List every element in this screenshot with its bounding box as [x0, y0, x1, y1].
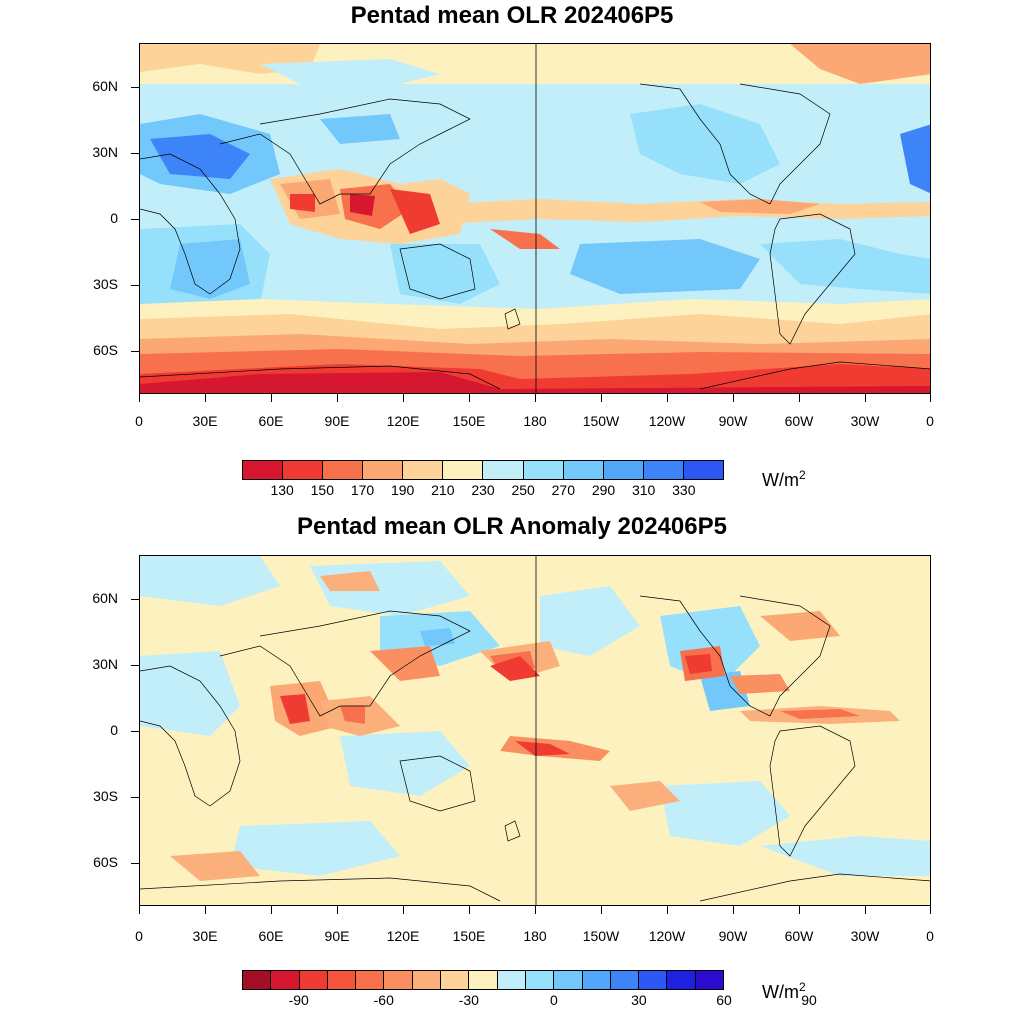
anomaly-field: [140, 556, 930, 905]
olr-unit: W/m2: [762, 468, 806, 490]
colorbar-swatch: [610, 971, 640, 989]
colorbar-swatch: [243, 461, 284, 479]
x-tick-label: 120E: [386, 413, 420, 429]
x-tick-label: 150E: [452, 413, 486, 429]
colorbar-swatch: [323, 461, 364, 479]
colorbar-swatch: [603, 461, 644, 479]
anomaly-map-title: Pentad mean OLR Anomaly 202406P5: [297, 513, 727, 540]
x-tick-label: 90W: [718, 413, 748, 429]
y-tick-label: 30N: [92, 144, 118, 160]
colorbar-tick-label: 330: [672, 482, 696, 498]
colorbar-swatch: [643, 461, 684, 479]
x-tick-label: 0: [135, 413, 143, 429]
colorbar-tick-label: 230: [471, 482, 495, 498]
colorbar-swatch: [283, 461, 324, 479]
x-tick-label: 0: [135, 928, 143, 944]
colorbar-tick-label: 90: [801, 992, 817, 1008]
colorbar-tick-label: 130: [270, 482, 294, 498]
colorbar-tick-label: 290: [591, 482, 616, 498]
colorbar-tick-label: 210: [431, 482, 455, 498]
y-tick-label: 30S: [93, 276, 118, 292]
colorbar-tick-label: -90: [288, 992, 309, 1008]
x-tick-label: 60E: [258, 928, 284, 944]
y-tick-label: 30S: [93, 788, 118, 804]
y-tick-label: 60S: [93, 854, 118, 870]
colorbar-swatch: [243, 971, 272, 989]
x-tick-label: 150E: [452, 928, 486, 944]
colorbar-swatch: [582, 971, 611, 989]
olr-map: [139, 43, 931, 394]
x-tick-label: 0: [926, 413, 934, 429]
x-tick-label: 30E: [192, 413, 218, 429]
x-tick-label: 120E: [386, 928, 420, 944]
x-tick-label: 150W: [582, 413, 620, 429]
x-tick-label: 30W: [850, 928, 880, 944]
anomaly-map: [139, 555, 931, 906]
anomaly-colorbar: [242, 970, 724, 990]
x-tick-label: 120W: [648, 413, 686, 429]
x-tick-label: 30E: [192, 928, 218, 944]
colorbar-swatch: [441, 971, 470, 989]
x-tick-label: 150W: [582, 928, 620, 944]
colorbar-tick-label: 170: [350, 482, 375, 498]
olr-map-title: Pentad mean OLR 202406P5: [350, 2, 674, 29]
colorbar-tick-label: 150: [310, 482, 334, 498]
x-tick-label: 0: [926, 928, 934, 944]
colorbar-swatch: [525, 971, 555, 989]
colorbar-swatch: [683, 461, 723, 479]
olr-colorbar: [242, 460, 724, 480]
colorbar-tick-label: 250: [511, 482, 535, 498]
colorbar-swatch: [443, 461, 484, 479]
colorbar-swatch: [563, 461, 604, 479]
colorbar-tick-label: 60: [716, 992, 732, 1008]
colorbar-swatch: [327, 971, 357, 989]
colorbar-swatch: [667, 971, 696, 989]
colorbar-swatch: [497, 971, 526, 989]
anomaly-unit: W/m2: [762, 980, 806, 1002]
x-tick-label: 30W: [850, 413, 880, 429]
colorbar-tick-label: -60: [373, 992, 394, 1008]
x-tick-label: 120W: [648, 928, 686, 944]
colorbar-swatch: [271, 971, 300, 989]
y-tick-label: 60N: [92, 78, 118, 94]
colorbar-swatch: [554, 971, 583, 989]
x-tick-label: 60E: [258, 413, 284, 429]
colorbar-tick-label: 270: [551, 482, 575, 498]
colorbar-swatch: [299, 971, 328, 989]
colorbar-tick-label: -30: [458, 992, 479, 1008]
olr-field: [140, 44, 930, 393]
colorbar-swatch: [403, 461, 444, 479]
y-tick-label: 60S: [93, 342, 118, 358]
y-tick-label: 30N: [92, 656, 118, 672]
colorbar-swatch: [695, 971, 724, 989]
x-tick-label: 60W: [784, 413, 814, 429]
colorbar-tick-label: 0: [549, 992, 558, 1008]
colorbar-swatch: [523, 461, 564, 479]
x-tick-label: 90E: [324, 928, 350, 944]
colorbar-swatch: [356, 971, 385, 989]
colorbar-swatch: [483, 461, 524, 479]
y-tick-label: 0: [110, 722, 118, 738]
y-tick-label: 0: [110, 210, 118, 226]
colorbar-tick-label: 310: [631, 482, 656, 498]
colorbar-swatch: [469, 971, 498, 989]
colorbar-tick-label: 30: [631, 992, 647, 1008]
x-tick-label: 90E: [324, 413, 350, 429]
colorbar-tick-label: 190: [390, 482, 415, 498]
colorbar-swatch: [363, 461, 404, 479]
colorbar-swatch: [639, 971, 668, 989]
x-tick-label: 90W: [718, 928, 748, 944]
x-tick-label: 180: [523, 413, 547, 429]
colorbar-swatch: [412, 971, 442, 989]
colorbar-swatch: [384, 971, 413, 989]
x-tick-label: 60W: [784, 928, 814, 944]
x-tick-label: 180: [523, 928, 547, 944]
y-tick-label: 60N: [92, 590, 118, 606]
